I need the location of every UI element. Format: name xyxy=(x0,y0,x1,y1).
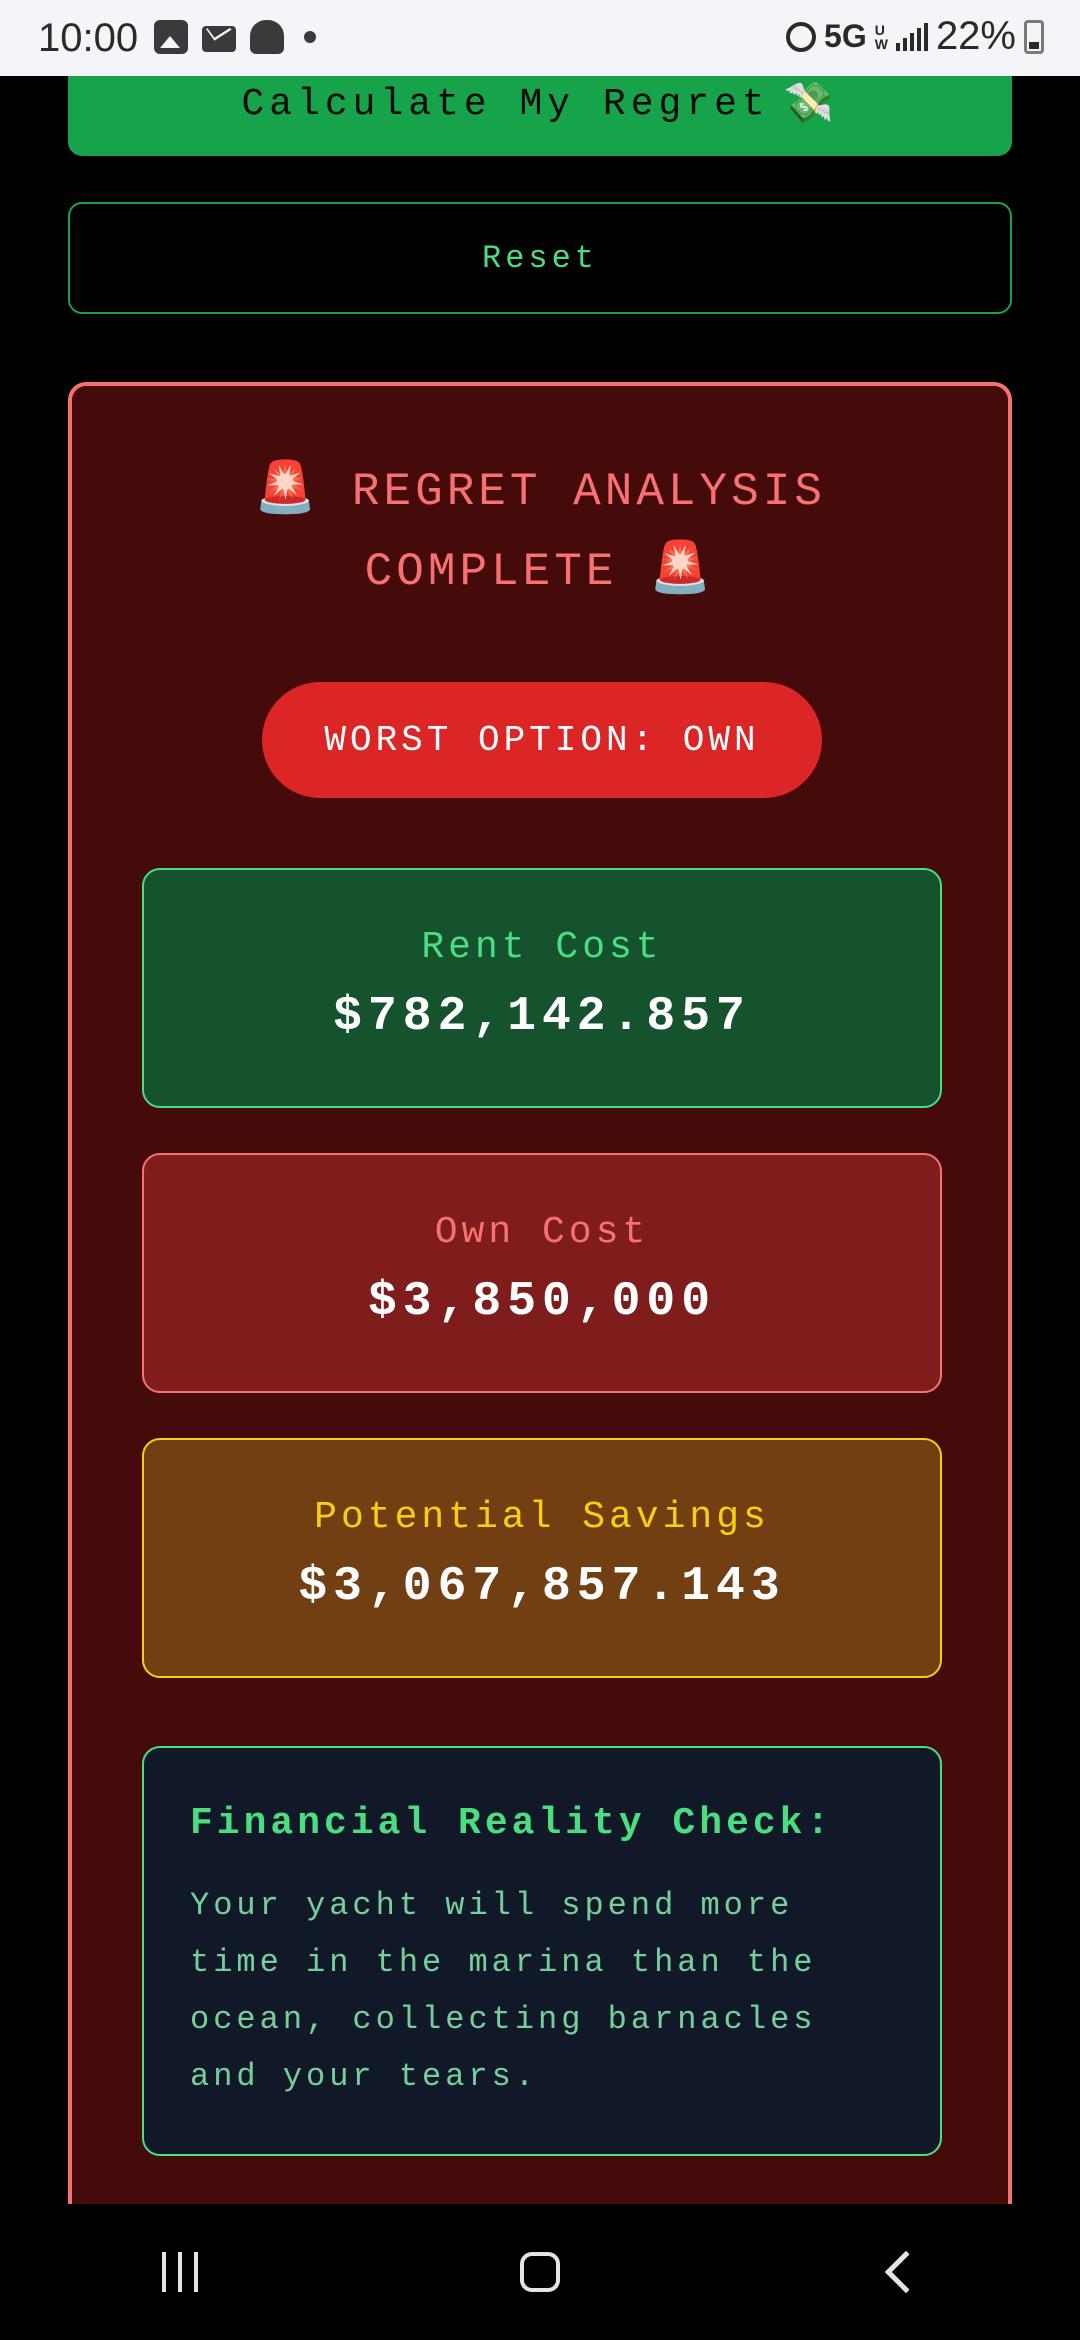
home-icon xyxy=(520,2252,560,2292)
worst-option-badge: WORST OPTION: OWN xyxy=(262,682,822,798)
rent-cost-label: Rent Cost xyxy=(421,926,663,969)
reality-check-title: Financial Reality Check: xyxy=(190,1802,834,1845)
reset-button[interactable]: Reset xyxy=(68,202,1012,314)
mail-icon xyxy=(202,26,236,52)
status-time: 10:00 xyxy=(38,16,139,60)
own-cost-label: Own Cost xyxy=(434,1211,650,1254)
battery-percent: 22% xyxy=(935,14,1016,58)
potential-savings-label: Potential Savings xyxy=(314,1496,770,1539)
snapchat-icon xyxy=(250,20,284,54)
siren-icon: 🚨 xyxy=(649,543,716,600)
results-title-line2: COMPLETE xyxy=(364,546,618,598)
recent-apps-button[interactable] xyxy=(120,2232,240,2312)
money-with-wings-icon: 💸 xyxy=(783,84,839,129)
navigation-bar xyxy=(0,2204,1080,2340)
own-cost-card: Own Cost $3,850,000 xyxy=(142,1153,942,1393)
network-subtype: U W xyxy=(874,21,888,52)
calculate-regret-button[interactable]: Calculate My Regret 💸 xyxy=(68,60,1012,156)
own-cost-value: $3,850,000 xyxy=(367,1275,717,1329)
rent-cost-card: Rent Cost $782,142.857 xyxy=(142,868,942,1108)
financial-reality-check-card: Financial Reality Check: Your yacht will… xyxy=(142,1746,942,2156)
alarm-icon xyxy=(786,21,817,52)
recent-apps-icon xyxy=(162,2252,198,2292)
calculate-button-label: Calculate My Regret xyxy=(241,82,770,126)
signal-icon xyxy=(895,22,928,51)
rent-cost-value: $782,142.857 xyxy=(333,990,751,1044)
battery-icon xyxy=(1024,19,1044,54)
reset-button-label: Reset xyxy=(481,239,598,277)
potential-savings-value: $3,067,857.143 xyxy=(298,1560,786,1614)
potential-savings-card: Potential Savings $3,067,857.143 xyxy=(142,1438,942,1678)
notification-icons xyxy=(154,20,316,54)
system-icons: 5G U W 22% xyxy=(786,14,1044,59)
dot-icon xyxy=(304,31,316,43)
results-title-line1: REGRET ANALYSIS xyxy=(351,466,826,518)
back-icon xyxy=(884,2250,928,2294)
photo-icon xyxy=(154,20,188,54)
home-button[interactable] xyxy=(480,2232,600,2312)
network-type: 5G xyxy=(824,18,867,54)
regret-results-panel: 🚨 REGRET ANALYSIS COMPLETE 🚨 WORST OPTIO… xyxy=(68,382,1012,2282)
results-title: 🚨 REGRET ANALYSIS COMPLETE 🚨 xyxy=(72,452,1008,612)
reality-check-body: Your yacht will spend more time in the m… xyxy=(190,1887,817,2095)
worst-option-text: WORST OPTION: OWN xyxy=(324,719,760,761)
siren-icon: 🚨 xyxy=(254,463,321,520)
back-button[interactable] xyxy=(840,2232,960,2312)
status-bar: 10:00 5G U W 22% xyxy=(0,0,1080,76)
